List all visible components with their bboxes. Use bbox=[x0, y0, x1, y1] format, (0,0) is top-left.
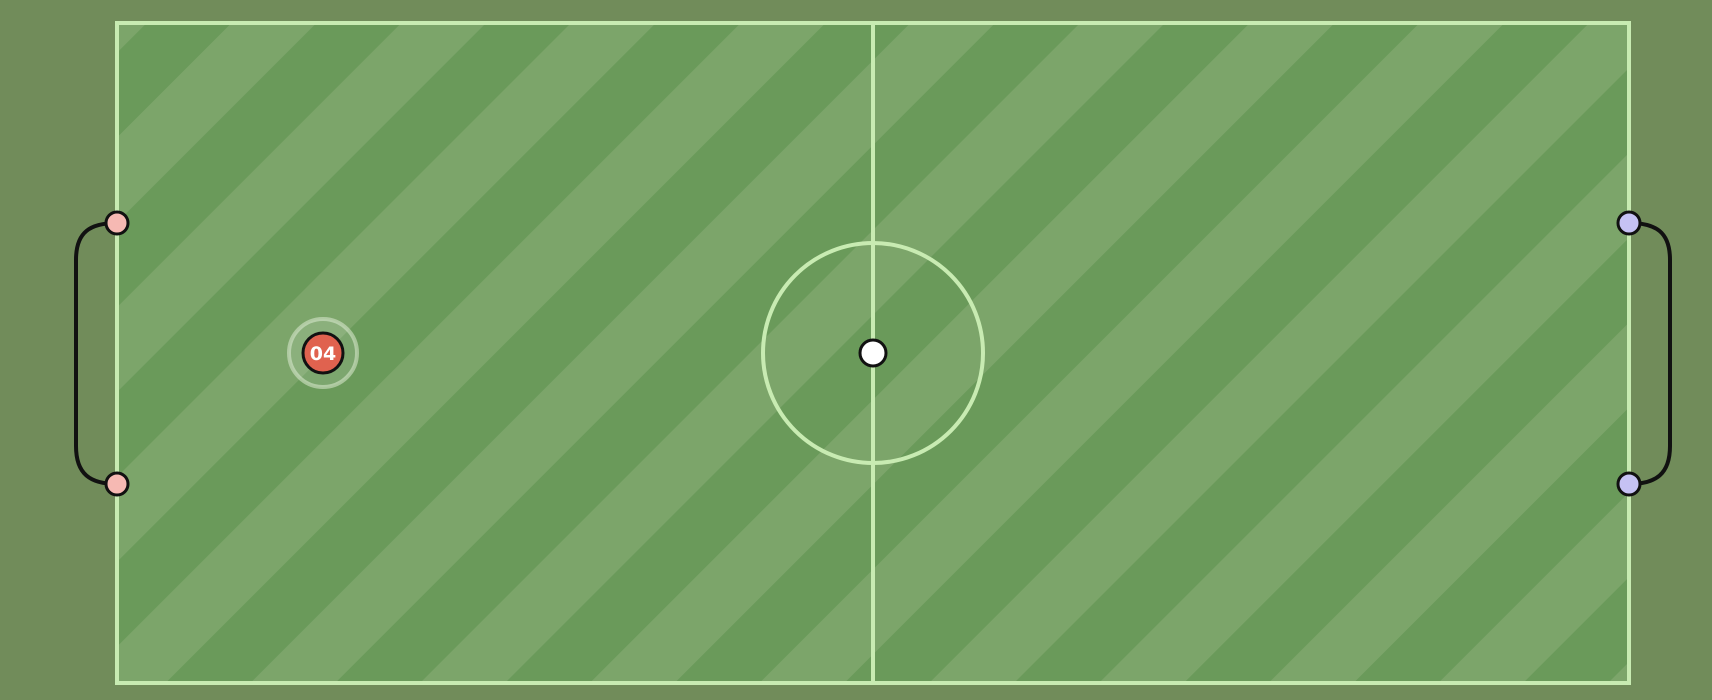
left-goal-post-bottom-icon bbox=[104, 471, 130, 497]
left-goal-net bbox=[74, 221, 118, 486]
right-goal bbox=[1616, 210, 1672, 497]
left-goal bbox=[74, 210, 130, 497]
player-disc-icon[interactable] bbox=[301, 331, 345, 375]
ball-icon[interactable] bbox=[858, 338, 888, 368]
player-number-label: 04 bbox=[310, 343, 336, 365]
center-circle bbox=[761, 241, 985, 465]
left-goal-post-top-icon bbox=[104, 210, 130, 236]
right-goal-post-top-icon bbox=[1616, 210, 1642, 236]
red-player[interactable]: 04 bbox=[287, 317, 359, 389]
right-goal-net bbox=[1628, 221, 1672, 486]
right-goal-post-bottom-icon bbox=[1616, 471, 1642, 497]
